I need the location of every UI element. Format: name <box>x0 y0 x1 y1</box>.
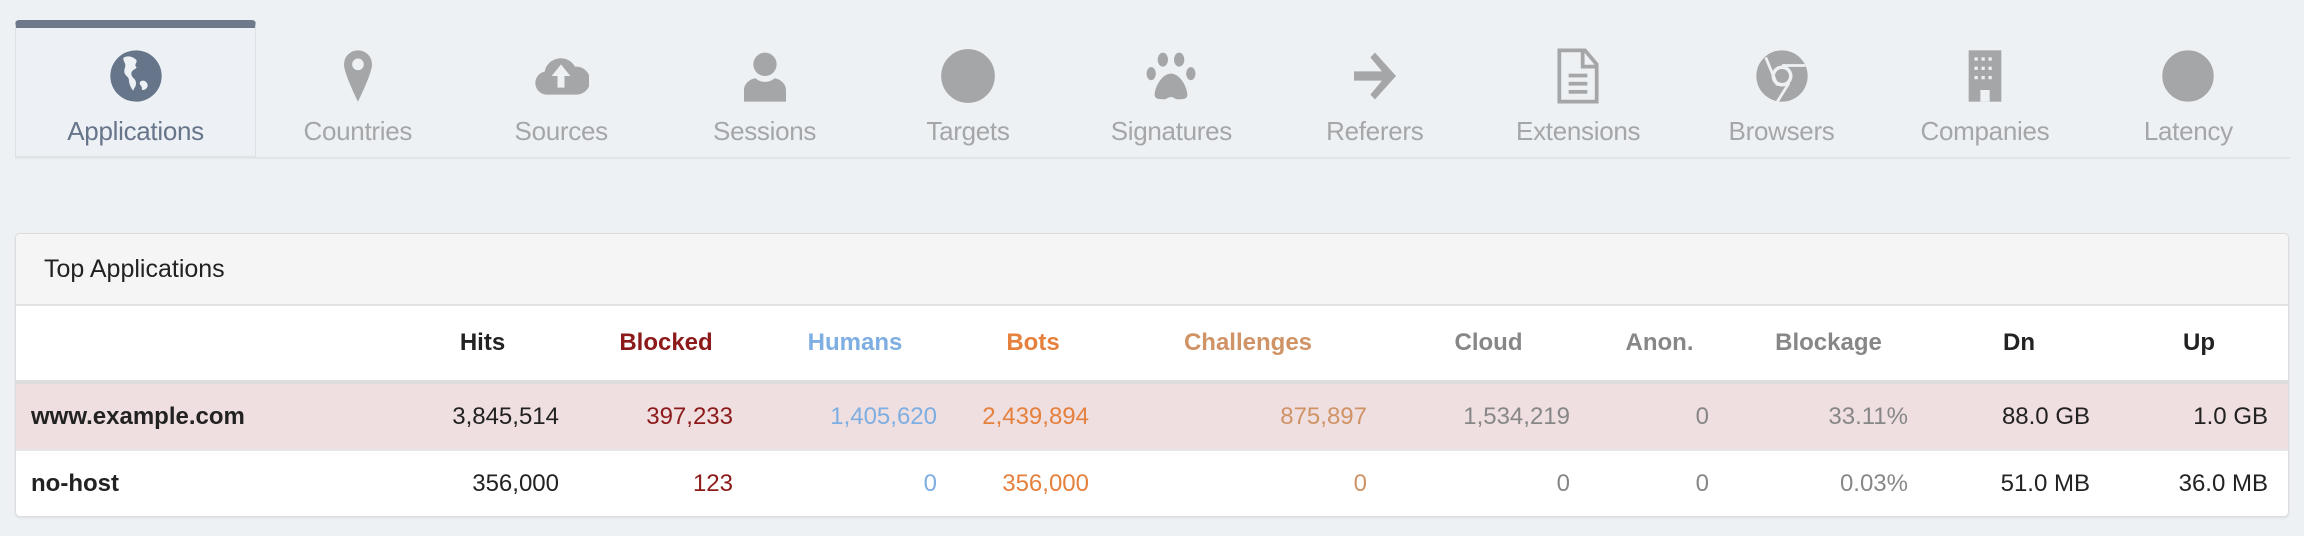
cell-anon: 0 <box>1590 450 1729 516</box>
applications-table: Hits Blocked Humans Bots Challenges Clou… <box>16 306 2288 516</box>
globe-icon <box>109 50 162 102</box>
cell-anon: 0 <box>1590 382 1729 451</box>
tab-countries[interactable]: Countries <box>256 20 459 157</box>
cell-blockage: 33.11% <box>1729 382 1928 451</box>
table-row[interactable]: www.example.com 3,845,514 397,233 1,405,… <box>16 382 2288 451</box>
tab-extensions[interactable]: Extensions <box>1476 20 1679 157</box>
col-bots[interactable]: Bots <box>957 306 1109 384</box>
map-pin-icon <box>343 50 372 102</box>
cell-hits: 356,000 <box>386 450 579 516</box>
clock-icon <box>2162 50 2214 102</box>
tab-label: Sources <box>514 116 609 146</box>
col-humans[interactable]: Humans <box>753 306 957 384</box>
paw-icon <box>1146 52 1196 100</box>
tab-label: Targets <box>926 116 1010 146</box>
tab-label: Countries <box>303 116 413 146</box>
col-blockage[interactable]: Blockage <box>1729 306 1928 384</box>
cell-dn: 51.0 MB <box>1928 450 2110 516</box>
cell-humans: 1,405,620 <box>753 382 957 451</box>
tab-referers[interactable]: Referers <box>1273 20 1476 157</box>
table-row[interactable]: no-host 356,000 123 0 356,000 0 0 0 0.03… <box>16 450 2288 516</box>
tab-sources[interactable]: Sources <box>460 20 663 157</box>
tab-latency[interactable]: Latency <box>2087 20 2290 157</box>
building-icon <box>1968 50 2002 102</box>
cell-cloud: 1,534,219 <box>1387 382 1590 451</box>
tab-label: Companies <box>1920 116 2050 146</box>
cell-app[interactable]: no-host <box>16 450 386 516</box>
cell-cloud: 0 <box>1387 450 1590 516</box>
tab-label: Signatures <box>1110 116 1233 146</box>
cell-bots: 356,000 <box>957 450 1109 516</box>
cell-challenges: 875,897 <box>1109 382 1387 451</box>
cell-challenges: 0 <box>1109 450 1387 516</box>
tab-applications[interactable]: Applications <box>15 20 257 157</box>
col-hits[interactable]: Hits <box>386 306 579 384</box>
tab-companies[interactable]: Companies <box>1883 20 2086 157</box>
tab-label: Extensions <box>1516 116 1641 146</box>
col-anon[interactable]: Anon. <box>1590 306 1729 384</box>
tab-label: Sessions <box>713 116 817 146</box>
tab-label: Browsers <box>1728 116 1835 146</box>
tab-targets[interactable]: Targets <box>866 20 1069 157</box>
cell-blockage: 0.03% <box>1729 450 1928 516</box>
arrow-right-icon <box>1353 52 1396 100</box>
tab-label: Latency <box>2143 116 2233 146</box>
cell-dn: 88.0 GB <box>1928 382 2110 451</box>
tab-label: Applications <box>67 116 204 146</box>
tab-sessions[interactable]: Sessions <box>663 20 866 157</box>
tab-bar: Applications Countries Sources Sessions … <box>15 20 2290 159</box>
target-icon <box>941 49 995 103</box>
tab-signatures[interactable]: Signatures <box>1070 20 1273 157</box>
cell-up: 36.0 MB <box>2110 450 2288 516</box>
col-cloud[interactable]: Cloud <box>1387 306 1590 384</box>
cell-humans: 0 <box>753 450 957 516</box>
file-icon <box>1557 48 1599 104</box>
cell-hits: 3,845,514 <box>386 382 579 451</box>
cell-bots: 2,439,894 <box>957 382 1109 451</box>
cell-up: 1.0 GB <box>2110 382 2288 451</box>
col-blocked[interactable]: Blocked <box>579 306 753 384</box>
col-name[interactable] <box>16 306 386 384</box>
chrome-icon <box>1755 50 1808 103</box>
cloud-upload-icon <box>535 58 590 95</box>
tab-browsers[interactable]: Browsers <box>1680 20 1883 157</box>
table-header-row: Hits Blocked Humans Bots Challenges Clou… <box>16 306 2288 384</box>
col-up[interactable]: Up <box>2110 306 2288 384</box>
cell-blocked: 397,233 <box>579 382 753 451</box>
user-icon <box>743 52 786 102</box>
panel-title: Top Applications <box>16 234 2288 306</box>
col-challenges[interactable]: Challenges <box>1109 306 1387 384</box>
cell-app[interactable]: www.example.com <box>16 382 386 451</box>
col-dn[interactable]: Dn <box>1928 306 2110 384</box>
top-applications-panel: Top Applications Hits Blocked Humans Bot… <box>15 233 2289 517</box>
tab-label: Referers <box>1326 116 1424 146</box>
cell-blocked: 123 <box>579 450 753 516</box>
